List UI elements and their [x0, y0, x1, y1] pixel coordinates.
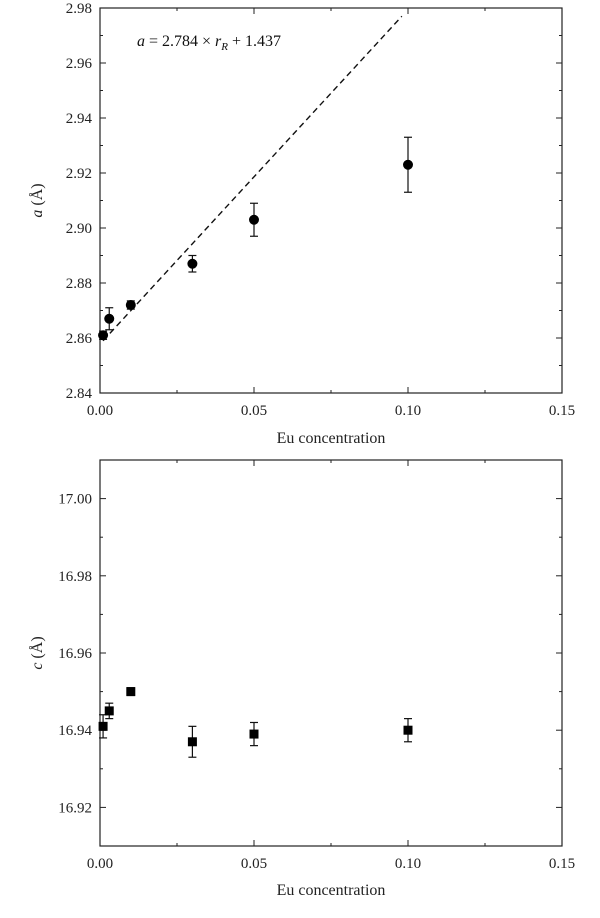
y-axis-title: c (Å) [28, 636, 46, 669]
data-point [249, 214, 259, 225]
fit-line [102, 15, 403, 342]
x-tick-label: 0.15 [549, 403, 575, 419]
y-tick-label: 2.86 [66, 331, 93, 347]
eq-lhs: a [137, 33, 145, 50]
y-tick-label: 16.94 [58, 723, 92, 739]
x-tick-label: 0.10 [395, 403, 421, 419]
x-tick-label: 0.00 [87, 856, 113, 872]
y-tick-label: 2.84 [66, 386, 93, 402]
y-axis-title-var: c [29, 663, 46, 670]
chart-lattice-a: 0.00 0.05 0.10 0.15 2.84 2.86 2.88 2.90 2.92 2.94… [28, 1, 575, 447]
y-tick-label: 16.92 [58, 800, 92, 816]
data-point [126, 687, 136, 697]
data-point [403, 725, 413, 735]
y-tick-label: 2.94 [66, 111, 93, 127]
plot-frame [99, 459, 563, 847]
data-point [98, 721, 108, 731]
y-axis-title-unit: (Å) [28, 636, 46, 662]
x-tick-label: 0.05 [241, 856, 267, 872]
data-point [104, 313, 115, 324]
x-axis-title: Eu concentration [277, 882, 386, 899]
eq-sub: R [220, 41, 228, 53]
y-axis-title: a (Å) [28, 183, 46, 217]
chart-lattice-c: 0.00 0.05 0.10 0.15 16.92 16.94 16.96 16.98 17.0… [28, 459, 575, 899]
data-point [98, 330, 109, 341]
x-tick-label: 0.15 [549, 856, 575, 872]
y-tick-label: 2.92 [66, 166, 92, 182]
y-axis-title-unit: (Å) [28, 183, 46, 209]
x-tick-label: 0.00 [87, 403, 113, 419]
x-tick-label: 0.10 [395, 856, 421, 872]
data-point [104, 706, 114, 716]
y-axis-title-var: a [29, 210, 46, 218]
y-tick-label: 2.96 [66, 56, 93, 72]
y-tick-label: 2.90 [66, 221, 92, 237]
plot-frame [99, 7, 563, 394]
data-point [125, 300, 136, 310]
data-point [403, 159, 413, 170]
eq-mid: = 2.784 × [145, 33, 215, 50]
x-axis-title: Eu concentration [277, 430, 386, 447]
data-point [187, 258, 198, 269]
eq-var: r [215, 33, 222, 50]
data-point [187, 737, 197, 747]
y-tick-label: 16.96 [58, 646, 92, 662]
fit-equation: a = 2.784 × rR + 1.437 [137, 33, 281, 53]
x-tick-label: 0.05 [241, 403, 267, 419]
eq-rhs: + 1.437 [228, 33, 281, 50]
y-tick-label: 2.98 [66, 1, 92, 17]
y-tick-label: 17.00 [58, 492, 92, 508]
y-tick-label: 2.88 [66, 276, 92, 292]
data-point [249, 729, 259, 739]
y-tick-label: 16.98 [58, 569, 92, 585]
